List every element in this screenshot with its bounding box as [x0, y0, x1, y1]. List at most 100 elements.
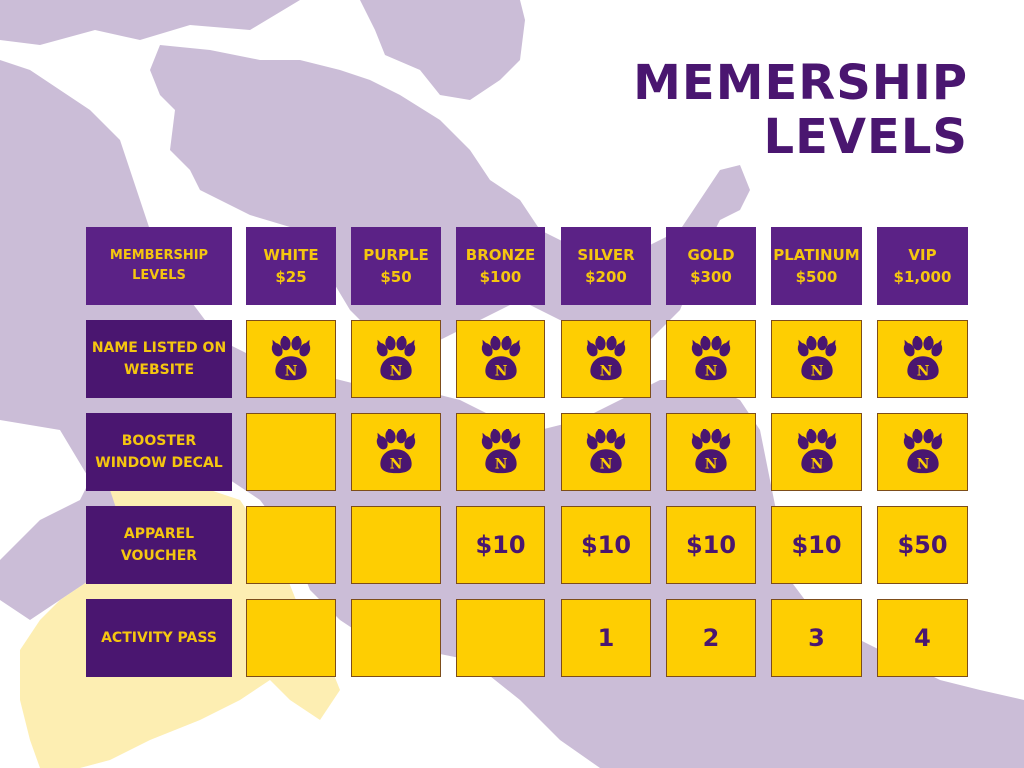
benefit-cell: 1: [561, 599, 651, 677]
paw-icon: N: [481, 336, 520, 381]
paw-icon: N: [797, 336, 836, 381]
benefit-cell: $10: [456, 506, 545, 584]
benefit-row-label: APPAREL VOUCHER: [86, 506, 232, 584]
level-name: PLATINUM: [773, 246, 860, 264]
level-header-vip: VIP $1,000: [877, 227, 968, 305]
level-header-silver: SILVER $200: [561, 227, 651, 305]
benefit-cell: 3: [771, 599, 862, 677]
level-name: VIP: [908, 246, 937, 264]
level-header-purple: PURPLE $50: [351, 227, 441, 305]
header-label: MEMBERSHIP LEVELS: [109, 248, 209, 283]
paw-icon: N: [586, 336, 626, 381]
benefit-cell: N: [771, 413, 862, 491]
level-price: $25: [275, 268, 307, 286]
level-header-platinum: PLATINUM $500: [771, 227, 862, 305]
title-line-1: MEMERSHIP: [633, 55, 968, 111]
level-header-text: WHITE $25: [263, 244, 318, 288]
benefit-cell: [246, 413, 336, 491]
paw-icon: N: [376, 336, 416, 381]
level-price: $200: [585, 268, 627, 286]
level-header-text: PLATINUM $500: [773, 244, 859, 288]
page-title: MEMERSHIP LEVELS: [528, 56, 968, 164]
paw-letter: N: [285, 364, 298, 380]
benefit-value: 4: [914, 624, 931, 652]
benefit-cell: [246, 599, 336, 677]
benefit-cell: N: [351, 320, 441, 398]
level-price: $1,000: [893, 268, 952, 286]
level-price: $100: [479, 268, 522, 286]
lavender-map-shape: [0, 60, 1024, 768]
level-price: $300: [690, 268, 732, 286]
paw-letter: N: [494, 457, 507, 473]
benefit-label: NAME LISTED ON WEBSITE: [91, 340, 227, 378]
benefit-cell: $50: [877, 506, 968, 584]
benefit-cell: N: [246, 320, 336, 398]
benefit-label: BOOSTER WINDOW DECAL: [95, 433, 223, 471]
benefit-cell: 2: [666, 599, 756, 677]
paw-icon: N: [903, 429, 942, 474]
paw-letter: N: [810, 457, 823, 473]
paw-letter: N: [810, 364, 823, 380]
level-name: SILVER: [577, 246, 635, 264]
benefit-cell: N: [561, 320, 651, 398]
benefit-cell: [246, 506, 336, 584]
benefit-value: 3: [808, 624, 825, 652]
paw-letter: N: [600, 457, 613, 473]
level-header-text: PURPLE $50: [363, 244, 429, 288]
benefit-cell: N: [456, 320, 545, 398]
benefit-value: $10: [685, 531, 737, 559]
level-name: BRONZE: [465, 246, 536, 264]
benefit-label: ACTIVITY PASS: [101, 630, 217, 646]
benefit-value: $10: [580, 531, 632, 559]
benefit-cell: $10: [561, 506, 651, 584]
benefit-cell: N: [351, 413, 441, 491]
paw-letter: N: [916, 364, 929, 380]
benefit-cell: N: [666, 320, 756, 398]
paw-icon: N: [586, 429, 626, 474]
paw-letter: N: [705, 364, 718, 380]
level-header-text: GOLD $300: [687, 244, 734, 288]
benefit-cell: N: [877, 413, 968, 491]
benefit-cell: N: [456, 413, 545, 491]
paw-icon: N: [903, 336, 942, 381]
paw-letter: N: [390, 364, 403, 380]
benefit-cell: $10: [666, 506, 756, 584]
level-header-gold: GOLD $300: [666, 227, 756, 305]
benefit-value: 1: [597, 624, 615, 652]
level-header-bronze: BRONZE $100: [456, 227, 545, 305]
benefit-row-label: ACTIVITY PASS: [86, 599, 232, 677]
level-name: PURPLE: [363, 246, 429, 264]
benefit-cell: [456, 599, 545, 677]
benefit-value: $10: [791, 531, 842, 559]
benefit-value: 2: [702, 624, 720, 652]
lavender-map-shape: [0, 0, 525, 100]
paw-icon: N: [376, 429, 416, 474]
paw-icon: N: [481, 429, 520, 474]
paw-icon: N: [271, 336, 311, 381]
paw-letter: N: [600, 364, 613, 380]
benefit-label: APPAREL VOUCHER: [120, 526, 198, 564]
paw-letter: N: [494, 364, 507, 380]
benefit-cell: N: [877, 320, 968, 398]
paw-letter: N: [705, 457, 718, 473]
benefit-cell: [351, 599, 441, 677]
level-price: $500: [795, 268, 838, 286]
benefit-row-label: BOOSTER WINDOW DECAL: [86, 413, 232, 491]
level-header-text: SILVER $200: [577, 244, 634, 288]
level-price: $50: [380, 268, 412, 286]
benefit-cell: N: [666, 413, 756, 491]
level-name: WHITE: [263, 246, 319, 264]
benefit-row-label: NAME LISTED ON WEBSITE: [86, 320, 232, 398]
benefit-cell: N: [771, 320, 862, 398]
paw-letter: N: [916, 457, 929, 473]
level-name: GOLD: [687, 246, 735, 264]
benefit-value: $50: [897, 531, 948, 559]
benefit-cell: N: [561, 413, 651, 491]
level-header-white: WHITE $25: [246, 227, 336, 305]
paw-icon: N: [691, 429, 731, 474]
benefit-cell: [351, 506, 441, 584]
benefit-cell: $10: [771, 506, 862, 584]
header-membership-levels: MEMBERSHIP LEVELS: [86, 227, 232, 305]
level-header-text: VIP $1,000: [894, 244, 952, 288]
paw-icon: N: [691, 336, 731, 381]
